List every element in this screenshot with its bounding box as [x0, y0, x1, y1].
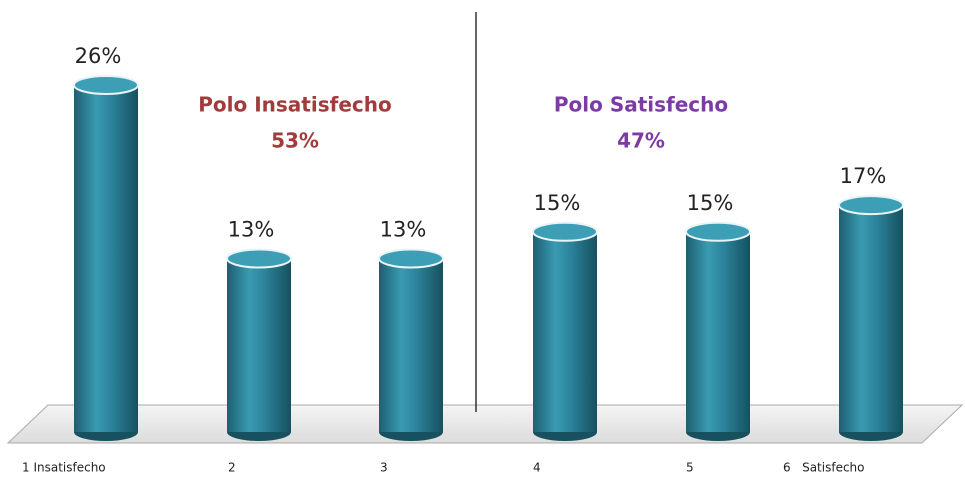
x-tick-label: 5	[686, 461, 694, 475]
x-tick-label: 4	[533, 461, 541, 475]
data-label: 15%	[687, 191, 734, 215]
x-tick-label: 3	[380, 461, 388, 475]
data-label: 13%	[228, 218, 275, 242]
bar-top	[73, 75, 139, 95]
x-tick-label: 1 Insatisfecho	[22, 461, 106, 475]
bar	[685, 221, 751, 441]
bar	[838, 195, 904, 441]
bar-body	[533, 231, 597, 432]
bar-top	[532, 221, 598, 242]
bar	[532, 221, 598, 441]
bar-top	[378, 248, 444, 269]
bar-body	[74, 85, 138, 432]
annotation: Polo Satisfecho	[554, 93, 728, 117]
annotation: Polo Insatisfecho	[198, 93, 391, 117]
data-label: 17%	[840, 164, 887, 188]
data-label: 26%	[75, 44, 122, 68]
x-tick-label: 6 Satisfecho	[783, 461, 865, 475]
data-label: 15%	[534, 191, 581, 215]
bar	[378, 248, 444, 441]
bar-body	[839, 205, 903, 432]
x-tick-label: 2	[228, 461, 236, 475]
bar-top	[685, 221, 751, 242]
bar-body	[686, 231, 750, 432]
floor	[6, 404, 964, 444]
bar-top	[226, 248, 292, 269]
bar	[226, 248, 292, 441]
annotation-value: 47%	[617, 129, 665, 153]
annotation-value: 53%	[271, 129, 319, 153]
bar-body	[379, 258, 443, 432]
bar-top	[838, 195, 904, 216]
data-label: 13%	[380, 218, 427, 242]
bar	[73, 75, 139, 441]
bar-body	[227, 258, 291, 432]
